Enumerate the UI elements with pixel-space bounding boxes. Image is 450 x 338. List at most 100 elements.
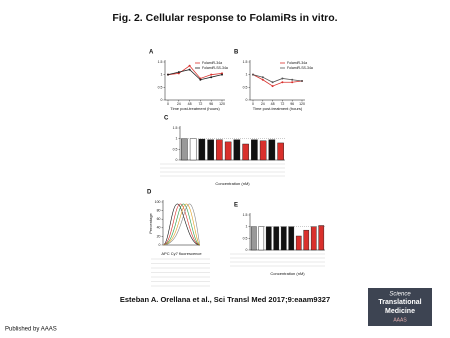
y-tick-label: 1: [246, 73, 248, 77]
x-axis-label: Time post-treatment (hours): [170, 106, 220, 111]
legend-label: FolamiR-34a: [287, 61, 307, 65]
logo-text: AAAS: [393, 317, 407, 323]
bar: [303, 229, 310, 251]
y-tick-label: 40: [157, 226, 161, 230]
bar: [233, 139, 241, 161]
y-tick-label: 80: [157, 209, 161, 213]
panel-letter: C: [164, 116, 169, 122]
y-tick-label: 1.5: [243, 213, 248, 217]
bar: [189, 138, 197, 161]
histogram-curve: [162, 203, 201, 246]
y-tick-label: 0: [246, 248, 248, 252]
bar: [318, 225, 325, 251]
histogram-curve: [162, 203, 201, 246]
point: [271, 81, 274, 84]
logo-text: Medicine: [385, 308, 415, 315]
y-tick-label: 100: [155, 200, 161, 204]
panel-letter: B: [234, 50, 239, 56]
point: [261, 76, 264, 79]
logo: Science Translational Medicine AAAS: [368, 288, 432, 326]
bar: [277, 142, 284, 161]
y-axis-label: Percentage: [148, 213, 153, 234]
citation: Esteban A. Orellana et al., Sci Transl M…: [120, 295, 330, 304]
x-tick-label: 48: [188, 102, 192, 106]
bar: [251, 139, 258, 161]
x-tick-label: 0: [167, 102, 169, 106]
x-axis-label: APC Cy7 fluorescence: [161, 251, 202, 256]
point: [291, 78, 294, 81]
bar: [181, 138, 188, 161]
x-tick-label: 0: [252, 102, 254, 106]
x-axis-label: Concentration (nM): [270, 271, 305, 276]
x-tick-label: 72: [280, 102, 284, 106]
point: [177, 71, 180, 74]
x-tick-label: 120: [219, 102, 225, 106]
point: [271, 85, 274, 88]
point: [188, 64, 191, 67]
y-tick-label: 1: [161, 73, 163, 77]
series-line: [167, 65, 223, 79]
point: [281, 77, 284, 80]
histogram-curve: [162, 203, 201, 246]
bar: [207, 139, 214, 161]
panel-letter: D: [147, 190, 152, 196]
point: [252, 73, 254, 76]
y-tick-label: 1: [246, 225, 248, 229]
bar: [268, 139, 276, 161]
point: [291, 81, 294, 84]
y-tick-label: 0: [246, 98, 248, 102]
y-tick-label: 0.5: [173, 147, 178, 151]
logo-text: Science: [389, 292, 411, 298]
point: [281, 81, 284, 84]
bar: [198, 138, 206, 161]
bar: [288, 226, 295, 251]
bar: [216, 139, 223, 161]
legend-label: FolamiR-SS-34a: [202, 66, 228, 70]
bar: [295, 235, 302, 251]
bar: [273, 226, 280, 251]
panel-letter: A: [149, 50, 154, 56]
point: [188, 68, 191, 71]
bar: [242, 143, 249, 161]
x-tick-label: 24: [261, 102, 265, 106]
x-tick-label: 48: [271, 102, 275, 106]
series-line: [252, 74, 303, 83]
logo-text: Translational: [378, 299, 421, 306]
point: [167, 73, 169, 76]
legend-label: FolamiR-SS-34a: [287, 66, 313, 70]
y-tick-label: 0.5: [243, 85, 248, 89]
bar: [310, 226, 317, 251]
x-tick-label: 96: [290, 102, 294, 106]
bar: [280, 226, 287, 251]
footer: Published by AAAS: [5, 327, 57, 333]
series-line: [252, 74, 303, 87]
x-tick-label: 24: [177, 102, 181, 106]
y-tick-label: 1.5: [158, 60, 163, 64]
y-tick-label: 60: [157, 217, 161, 221]
point: [199, 78, 202, 81]
y-tick-label: 0.5: [158, 85, 163, 89]
point: [221, 73, 223, 76]
y-tick-label: 1.5: [243, 60, 248, 64]
histogram-curve: [162, 203, 201, 246]
bar: [224, 141, 232, 161]
y-tick-label: 1.5: [173, 126, 178, 130]
point: [210, 73, 213, 76]
point: [301, 80, 303, 82]
x-tick-label: 96: [209, 102, 213, 106]
x-tick-label: 120: [299, 102, 305, 106]
bar: [265, 226, 272, 251]
histogram-curve: [162, 203, 201, 246]
series-line: [167, 69, 223, 81]
y-tick-label: 0: [159, 243, 161, 247]
bar: [250, 226, 257, 251]
x-axis-label: Time post-treatment (hours): [253, 106, 303, 111]
x-axis-label: Concentration (nM): [215, 181, 250, 186]
figure-title: Fig. 2. Cellular response to FolamiRs in…: [112, 12, 337, 24]
y-tick-label: 0: [176, 158, 178, 162]
y-tick-label: 1: [176, 137, 178, 141]
x-tick-label: 72: [198, 102, 202, 106]
y-tick-label: 20: [157, 234, 161, 238]
point: [261, 78, 264, 81]
